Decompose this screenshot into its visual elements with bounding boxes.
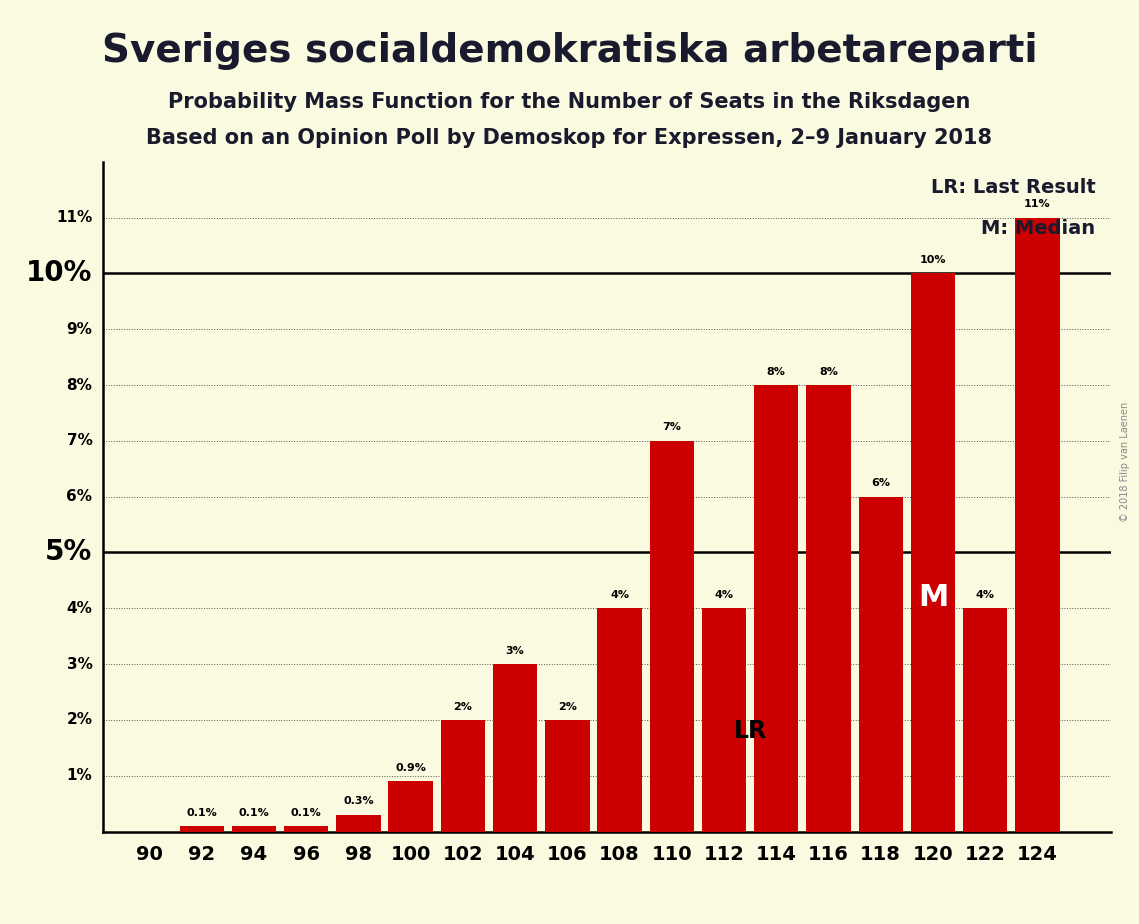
Bar bbox=[702, 608, 746, 832]
Text: 8%: 8% bbox=[767, 367, 786, 377]
Text: 6%: 6% bbox=[871, 479, 891, 488]
Text: 0.3%: 0.3% bbox=[343, 796, 374, 807]
Text: LR: Last Result: LR: Last Result bbox=[931, 178, 1096, 198]
Text: M: Median: M: Median bbox=[982, 219, 1096, 237]
Text: Based on an Opinion Poll by Demoskop for Expressen, 2–9 January 2018: Based on an Opinion Poll by Demoskop for… bbox=[147, 128, 992, 148]
Bar bbox=[1015, 217, 1059, 832]
Bar bbox=[284, 826, 328, 832]
Text: 7%: 7% bbox=[663, 422, 681, 432]
Bar bbox=[649, 441, 694, 832]
Text: 7%: 7% bbox=[66, 433, 92, 448]
Text: 4%: 4% bbox=[611, 590, 629, 600]
Text: 2%: 2% bbox=[558, 701, 576, 711]
Text: 0.1%: 0.1% bbox=[187, 808, 218, 818]
Bar bbox=[546, 720, 590, 832]
Bar bbox=[388, 782, 433, 832]
Bar bbox=[180, 826, 224, 832]
Text: LR: LR bbox=[734, 719, 767, 743]
Text: 11%: 11% bbox=[1024, 200, 1050, 209]
Text: 1%: 1% bbox=[67, 768, 92, 784]
Text: 8%: 8% bbox=[819, 367, 838, 377]
Bar bbox=[962, 608, 1007, 832]
Text: 3%: 3% bbox=[506, 646, 524, 656]
Text: 0.1%: 0.1% bbox=[238, 808, 269, 818]
Text: 2%: 2% bbox=[453, 701, 473, 711]
Text: 9%: 9% bbox=[66, 322, 92, 336]
Text: 10%: 10% bbox=[26, 260, 92, 287]
Text: 2%: 2% bbox=[66, 712, 92, 727]
Bar bbox=[911, 274, 956, 832]
Text: 0.1%: 0.1% bbox=[290, 808, 321, 818]
Bar bbox=[859, 497, 903, 832]
Bar bbox=[441, 720, 485, 832]
Text: 8%: 8% bbox=[66, 378, 92, 393]
Text: 11%: 11% bbox=[56, 210, 92, 225]
Bar bbox=[336, 815, 380, 832]
Text: 6%: 6% bbox=[66, 489, 92, 505]
Bar bbox=[806, 385, 851, 832]
Bar bbox=[754, 385, 798, 832]
Bar bbox=[493, 664, 538, 832]
Text: Probability Mass Function for the Number of Seats in the Riksdagen: Probability Mass Function for the Number… bbox=[169, 92, 970, 113]
Text: 3%: 3% bbox=[66, 657, 92, 672]
Text: 4%: 4% bbox=[976, 590, 994, 600]
Text: © 2018 Filip van Laenen: © 2018 Filip van Laenen bbox=[1120, 402, 1130, 522]
Text: M: M bbox=[918, 583, 948, 612]
Text: 10%: 10% bbox=[919, 255, 947, 265]
Text: 5%: 5% bbox=[46, 539, 92, 566]
Text: Sveriges socialdemokratiska arbetareparti: Sveriges socialdemokratiska arbetarepart… bbox=[101, 32, 1038, 70]
Bar bbox=[597, 608, 641, 832]
Text: 4%: 4% bbox=[714, 590, 734, 600]
Text: 4%: 4% bbox=[66, 601, 92, 615]
Text: 0.9%: 0.9% bbox=[395, 763, 426, 773]
Bar bbox=[231, 826, 276, 832]
